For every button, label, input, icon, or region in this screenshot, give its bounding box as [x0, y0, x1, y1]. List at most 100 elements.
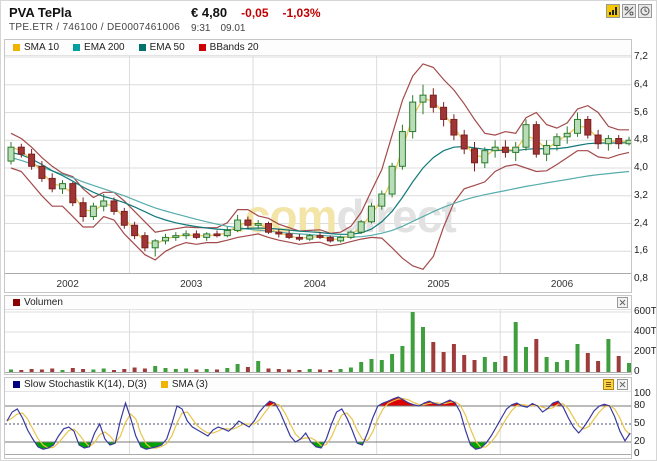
candle-body — [110, 200, 118, 212]
candle-body — [38, 165, 46, 179]
candle-body — [306, 235, 314, 240]
candle-body — [244, 219, 252, 226]
candle-body — [316, 235, 324, 238]
candle-body — [295, 236, 303, 240]
candle-body — [522, 124, 530, 148]
chart-type-button[interactable] — [606, 4, 620, 18]
candle-body — [388, 165, 396, 195]
legend-label: BBands 20 — [209, 42, 259, 53]
volume-close-button[interactable] — [617, 297, 628, 308]
quote-time: 9:31 — [191, 23, 211, 34]
indicator-settings-button[interactable] — [603, 379, 614, 390]
volume-bar — [503, 356, 508, 372]
volume-bar — [173, 369, 178, 372]
volume-bar — [184, 368, 189, 372]
volume-bar — [112, 370, 116, 372]
volume-bar — [163, 368, 168, 372]
header: PVA TePla TPE.ETR / 746100 / DE000746100… — [1, 1, 656, 37]
candle-body — [347, 231, 355, 238]
y-axis-label: 600T — [634, 306, 657, 317]
y-axis-label: 6,4 — [634, 78, 648, 90]
candle-body — [172, 235, 180, 238]
candle-body — [491, 146, 499, 152]
oversold-fill — [7, 442, 631, 450]
candlestick-series — [7, 84, 631, 257]
y-axis-label: 1,6 — [634, 245, 648, 257]
legend-item: SMA (3) — [160, 379, 208, 390]
percent-icon — [624, 6, 634, 16]
price: € 4,80 — [191, 5, 228, 20]
volume-bar — [390, 354, 395, 372]
clock-button[interactable] — [638, 4, 652, 18]
volume-bar — [81, 369, 86, 372]
volume-bar — [431, 342, 436, 372]
volume-bar — [287, 369, 292, 372]
candle-body — [604, 138, 612, 145]
volume-bar — [585, 353, 590, 372]
price-grid — [5, 56, 631, 273]
volume-bar — [39, 369, 44, 372]
y-axis-label: 0 — [634, 448, 640, 459]
volume-bar — [318, 369, 322, 372]
legend-item: EMA 50 — [138, 42, 185, 53]
legend-label: Slow Stochastik K(14), D(3) — [24, 379, 147, 390]
clock-icon — [640, 6, 650, 16]
y-axis-label: 0,8 — [634, 273, 648, 285]
settings-icon — [606, 382, 611, 387]
volume-bar — [410, 312, 415, 372]
volume-bar — [29, 369, 34, 372]
volume-bar — [451, 344, 456, 372]
candle-body — [512, 146, 520, 153]
volume-bar — [9, 369, 13, 372]
volume-bar — [441, 352, 446, 372]
legend-label: EMA 200 — [84, 42, 125, 53]
y-axis-label: 3,2 — [634, 189, 648, 201]
bar-chart-icon — [609, 7, 617, 15]
volume-bar — [328, 370, 333, 372]
stochastic-chart-svg — [5, 392, 631, 455]
y-axis-label: 4,0 — [634, 162, 648, 173]
stochastic-close-button[interactable] — [617, 379, 628, 390]
legend-item: SMA 10 — [13, 42, 59, 53]
legend-swatch — [73, 44, 81, 51]
x-axis-label: 2005 — [427, 279, 450, 290]
y-axis-label: 4,8 — [634, 134, 648, 146]
y-axis-label: 200T — [634, 346, 657, 357]
change-pct: -1,03% — [282, 6, 321, 20]
volume-bar — [235, 364, 240, 372]
legend-swatch — [13, 381, 20, 388]
toolbar — [606, 4, 652, 18]
candle-body — [89, 205, 97, 218]
candle-body — [440, 106, 448, 120]
candle-body — [501, 146, 509, 153]
legend-item: Slow Stochastik K(14), D(3) — [13, 379, 147, 390]
candle-body — [337, 236, 345, 242]
y-axis-label: 2,4 — [634, 217, 648, 229]
bbands-lower-line — [10, 150, 630, 271]
candle-body — [594, 134, 602, 145]
percent-view-button[interactable] — [622, 4, 636, 18]
legend-label: Volumen — [24, 297, 63, 308]
y-axis-label: 5,6 — [634, 106, 648, 118]
volume-bar — [204, 369, 209, 372]
volume-bar — [194, 369, 199, 372]
stock-title: PVA TePla — [9, 5, 72, 20]
candle-body — [625, 139, 631, 145]
legend-swatch — [13, 44, 20, 51]
candle-body — [223, 229, 231, 237]
candle-body — [584, 118, 592, 136]
volume-bar — [596, 361, 601, 372]
candle-body — [368, 205, 375, 223]
volume-bar — [276, 369, 281, 372]
volume-bar — [627, 363, 631, 372]
candle-body — [69, 183, 77, 204]
candle-body — [285, 233, 293, 238]
candle-body — [419, 94, 427, 103]
volume-bar — [616, 356, 621, 372]
candle-body — [234, 219, 242, 231]
volume-bar — [575, 344, 580, 372]
candle-body — [59, 183, 66, 190]
instrument-id: TPE.ETR / 746100 / DE0007461006 — [9, 22, 181, 33]
